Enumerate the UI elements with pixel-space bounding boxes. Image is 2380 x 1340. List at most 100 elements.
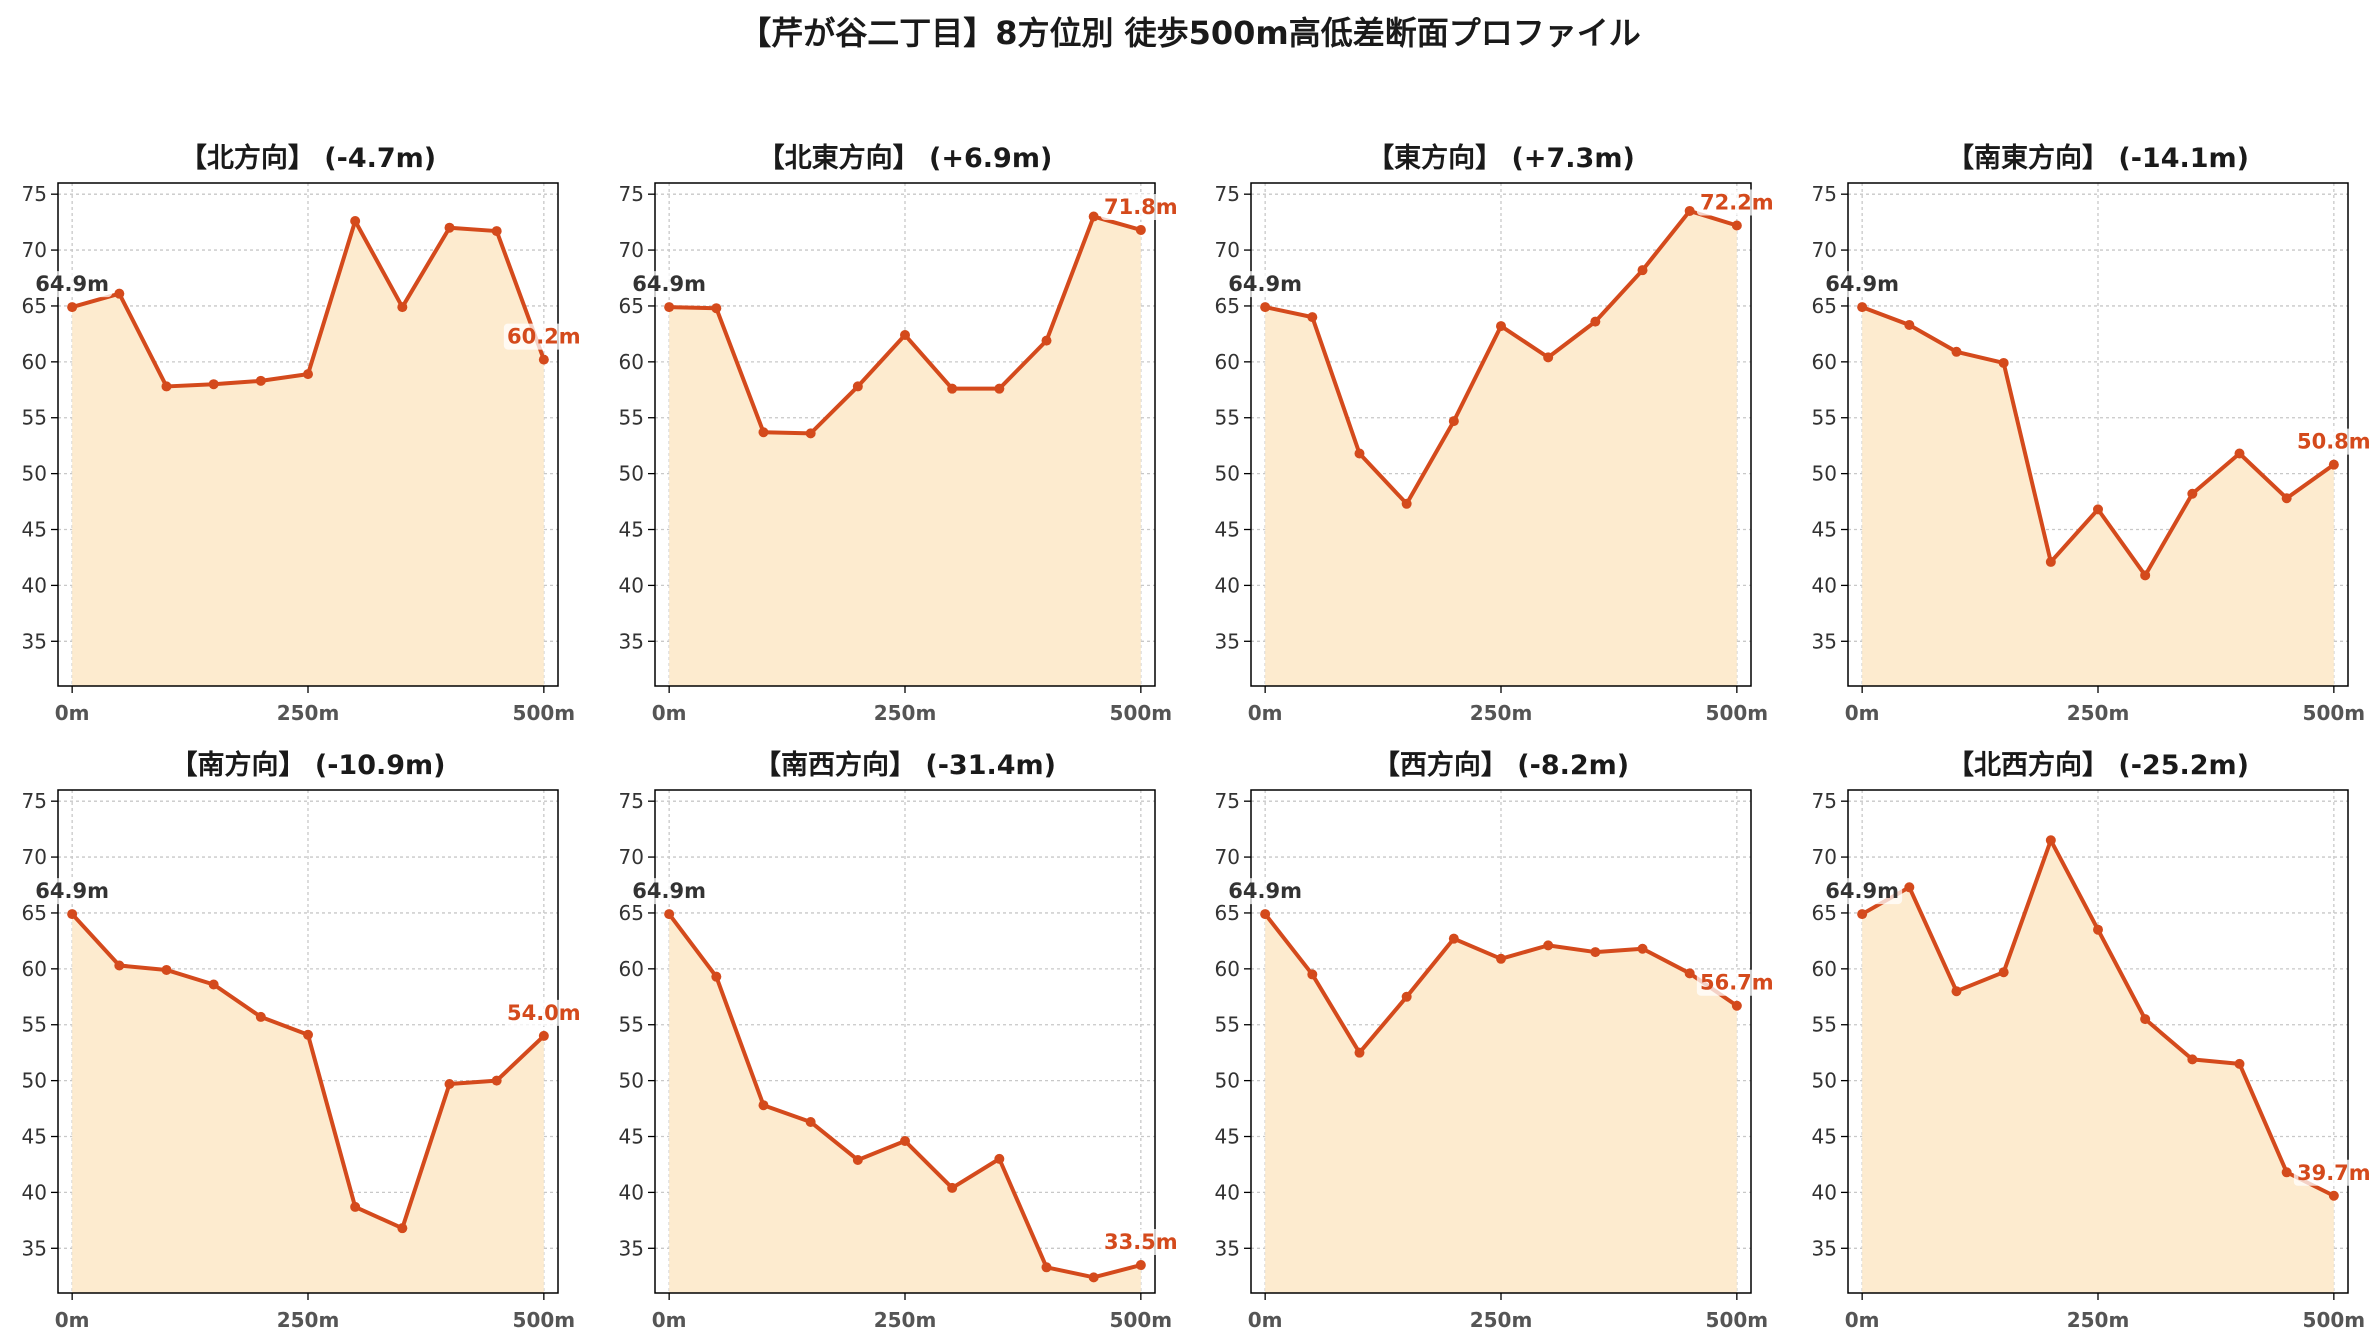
data-point [664,302,675,313]
x-tick-label: 0m [1845,1308,1880,1332]
y-tick-label: 65 [619,294,644,318]
data-point [2045,835,2056,846]
elevation-area [669,216,1141,687]
x-tick-label: 0m [652,701,687,725]
data-point [994,383,1005,394]
x-tick-label: 250m [874,1308,937,1332]
data-point [805,1116,816,1127]
data-point [303,1029,313,1040]
y-tick-label: 65 [22,294,47,318]
y-tick-label: 55 [619,406,644,430]
data-point [67,302,78,313]
data-point [2140,1014,2151,1025]
data-point [491,226,502,237]
y-tick-label: 75 [619,789,644,813]
figure-title: 【芹が谷二丁目】8方位別 徒歩500m高低差断面プロファイル [739,14,1641,52]
elevation-area [1862,307,2334,686]
x-tick-label: 500m [513,1308,576,1332]
data-point [1307,312,1318,323]
data-point [161,381,172,392]
y-tick-label: 70 [1812,238,1837,262]
y-tick-label: 60 [1812,957,1837,981]
y-tick-label: 40 [22,1180,47,1204]
start-elevation-label: 64.9m [1228,879,1302,903]
y-tick-label: 70 [1812,845,1837,869]
end-label-bg [1100,1229,1181,1256]
data-point [1684,968,1695,979]
subplot-title: 【南方向】 (-10.9m) [170,749,445,781]
end-label-bg [503,999,584,1026]
y-tick-label: 60 [1215,350,1240,374]
data-point [1307,969,1318,980]
y-tick-label: 50 [619,462,644,486]
y-tick-label: 75 [22,789,47,813]
subplot-title: 【西方向】 (-8.2m) [1373,749,1629,781]
end-label-bg [2293,1159,2374,1186]
data-point [2234,1058,2245,1069]
y-tick-label: 75 [1812,182,1837,206]
y-tick-label: 35 [22,1236,47,1260]
y-tick-label: 55 [1812,1013,1837,1037]
y-tick-label: 45 [22,1125,47,1149]
x-tick-label: 500m [2303,701,2366,725]
x-tick-label: 250m [1470,1308,1533,1332]
start-elevation-label: 64.9m [35,272,109,296]
data-point [350,216,361,227]
data-point [2328,459,2339,470]
data-point [67,909,78,920]
data-point [1354,448,1365,459]
y-tick-label: 60 [22,957,47,981]
y-tick-label: 45 [1812,1125,1837,1149]
subplot-4: 35 40 45 50 55 60 65 70 75 0m 250m 500m 【南方向】 (-10.9… [22,749,584,1332]
data-point [1448,416,1459,427]
data-point [852,381,863,392]
y-tick-label: 75 [1215,182,1240,206]
x-tick-label: 250m [2067,1308,2130,1332]
y-tick-label: 45 [1215,1125,1240,1149]
subplot-title: 【南西方向】 (-31.4m) [754,749,1056,781]
end-elevation-label: 60.2m [507,325,581,349]
subplot-5: 35 40 45 50 55 60 65 70 75 0m 250m 500m 【南西方向】 (-31.… [619,749,1181,1332]
y-tick-label: 60 [22,350,47,374]
y-tick-label: 55 [22,1013,47,1037]
data-point [1998,967,2009,978]
data-point [2281,493,2292,504]
subplot-title: 【北東方向】 (+6.9m) [758,142,1053,174]
data-point [1731,1000,1742,1011]
data-point [538,354,549,365]
y-tick-label: 65 [619,901,644,925]
data-point [114,960,125,971]
x-tick-label: 250m [277,1308,340,1332]
data-point [1543,940,1554,951]
data-point [1088,1272,1099,1283]
y-tick-label: 75 [22,182,47,206]
end-elevation-label: 72.2m [1700,190,1774,214]
y-tick-label: 35 [619,629,644,653]
elevation-area [1265,210,1737,686]
data-point [1135,224,1146,235]
data-point [208,379,219,390]
data-point [208,979,219,990]
data-point [1684,205,1695,216]
y-tick-label: 35 [619,1236,644,1260]
end-elevation-label: 39.7m [2297,1161,2371,1185]
data-point [2328,1190,2339,1201]
y-tick-label: 65 [1215,901,1240,925]
data-point [161,964,172,975]
data-point [1731,220,1742,231]
end-elevation-label: 56.7m [1700,971,1774,995]
y-tick-label: 70 [1215,845,1240,869]
y-tick-label: 70 [619,845,644,869]
data-point [255,1011,266,1022]
x-tick-label: 250m [2067,701,2130,725]
x-tick-label: 250m [277,701,340,725]
subplot-title: 【北方向】 (-4.7m) [180,142,436,174]
data-point [947,1182,958,1193]
x-tick-label: 500m [1110,701,1173,725]
subplot-3: 35 40 45 50 55 60 65 70 75 0m 250m 500m 【南東方向】 (-14.… [1812,142,2374,725]
data-point [1543,352,1554,363]
elevation-area [72,914,544,1293]
data-point [994,1153,1005,1164]
y-tick-label: 60 [619,350,644,374]
data-point [114,288,125,299]
